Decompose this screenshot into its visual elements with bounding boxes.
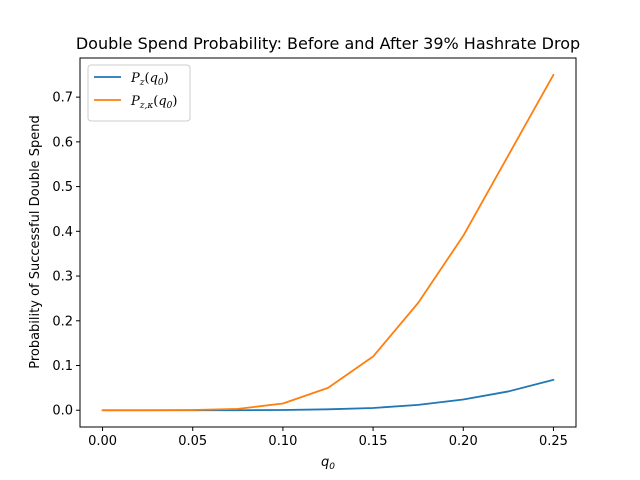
x-tick-label: 0.00 [88, 434, 117, 449]
x-tick-label: 0.10 [268, 434, 297, 449]
series-lines [101, 73, 555, 412]
legend-label: Pz(q0) [130, 71, 169, 88]
y-axis-ticks: 0.0 0.1 0.2 0.3 0.4 0.5 0.6 0.7 [52, 91, 80, 419]
y-tick-label: 0.0 [52, 404, 73, 419]
y-tick-label: 0.1 [52, 359, 73, 374]
y-tick-label: 0.7 [52, 91, 73, 106]
x-tick-label: 0.25 [539, 434, 568, 449]
x-axis-label: q0 [321, 455, 335, 472]
series-line-0 [101, 378, 555, 412]
x-tick-label: 0.20 [449, 434, 478, 449]
y-tick-label: 0.2 [52, 314, 73, 329]
y-axis-label: Probability of Successful Double Spend [28, 115, 43, 369]
legend-label: Pz,κ(q0) [130, 94, 177, 111]
x-axis-label-main: q [321, 455, 329, 470]
y-tick-label: 0.6 [52, 135, 73, 150]
x-axis-label-sub: 0 [329, 462, 335, 472]
chart-title: Double Spend Probability: Before and Aft… [76, 34, 580, 53]
x-axis-ticks: 0.00 0.05 0.10 0.15 0.20 0.25 [88, 427, 568, 449]
series-line-1 [101, 73, 555, 412]
x-tick-label: 0.15 [359, 434, 388, 449]
y-tick-label: 0.3 [52, 270, 73, 285]
y-tick-label: 0.5 [52, 180, 73, 195]
legend: Pz(q0) Pz,κ(q0) [87, 64, 191, 122]
y-tick-label: 0.4 [52, 225, 73, 240]
legend-box [87, 64, 191, 122]
x-tick-label: 0.05 [178, 434, 207, 449]
plot-frame [79, 57, 577, 428]
